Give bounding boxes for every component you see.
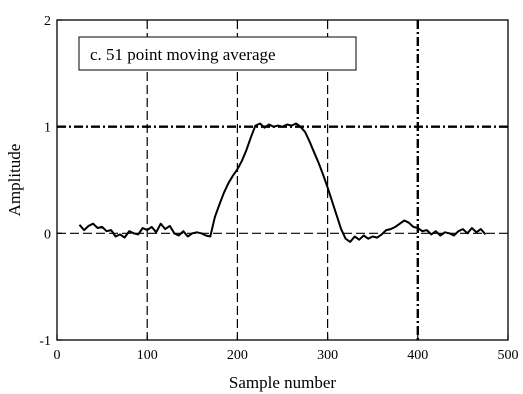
x-tick-label-300: 300: [317, 348, 338, 363]
x-axis-label: Sample number: [229, 373, 337, 392]
x-tick-label-0: 0: [54, 348, 61, 363]
y-tick-label--1: -1: [39, 334, 51, 349]
series-line: [78, 122, 487, 243]
y-tick-label-0: 0: [44, 227, 51, 242]
x-tick-label-100: 100: [137, 348, 158, 363]
x-tick-label-200: 200: [227, 348, 248, 363]
y-axis-label: Amplitude: [5, 144, 24, 217]
legend-box: c. 51 point moving average: [78, 36, 357, 71]
x-tick-label-400: 400: [407, 348, 428, 363]
y-tick-label-1: 1: [44, 121, 51, 136]
plot-frame: [56, 19, 509, 341]
chart-title: c. 51 point moving average: [90, 45, 276, 64]
axis-ticks: [56, 19, 509, 341]
legend-frame: [78, 36, 357, 71]
y-tick-label-2: 2: [44, 14, 51, 29]
x-tick-label-500: 500: [498, 348, 519, 363]
